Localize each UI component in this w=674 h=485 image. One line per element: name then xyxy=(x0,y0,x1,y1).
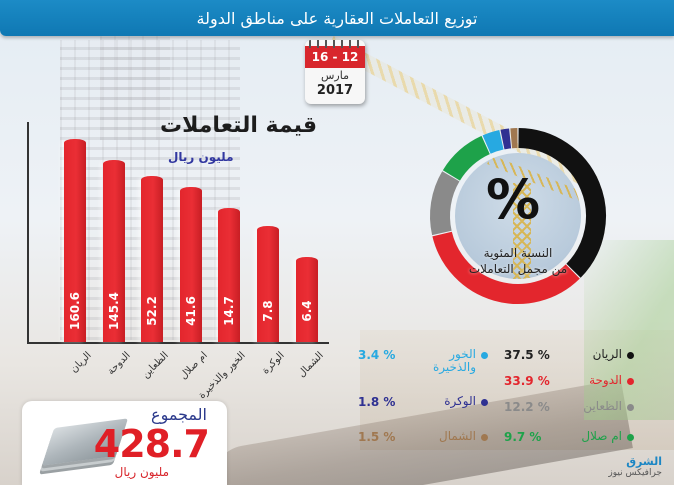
legend-name: الشمال xyxy=(438,429,476,443)
legend-name: الدوحة xyxy=(589,373,622,387)
bar-chart-title: قيمة التعاملات xyxy=(160,113,318,138)
brand-name: الشرق xyxy=(626,455,662,468)
legend-name: الخور والذخيرة xyxy=(432,347,476,374)
legend-item: ام صلال 9.7 % xyxy=(504,430,634,444)
bar-category-label: ام صلال xyxy=(178,350,210,382)
donut-center-image xyxy=(455,153,581,279)
legend-dot-icon xyxy=(627,404,634,411)
bar-category-label: الظعاين xyxy=(140,350,171,381)
legend-value: 1.8 % xyxy=(358,395,396,409)
bar-category-label: الشمال xyxy=(296,350,326,380)
bar: 52.2 xyxy=(141,176,163,342)
bar: 160.6 xyxy=(64,139,86,342)
legend-name: ام صلال xyxy=(581,429,622,443)
bar: 7.8 xyxy=(257,226,279,342)
legend-dot-icon xyxy=(481,399,488,406)
bar-category-label: الخور والذخيرة xyxy=(196,350,248,402)
legend-value: 1.5 % xyxy=(358,430,396,444)
bar-category-label: الريان xyxy=(68,350,94,376)
legend-value: 3.4 % xyxy=(358,348,396,362)
calendar-rings-icon xyxy=(309,40,361,48)
bar-value-label: 6.4 xyxy=(300,300,314,322)
legend-item: الظعاين 12.2 % xyxy=(504,400,634,414)
bar-category-label: الدوحة xyxy=(105,350,133,378)
legend-item: الوكرة 1.8 % xyxy=(358,395,488,409)
bar-category-label: الوكرة xyxy=(260,350,287,377)
legend-item: الريان 37.5 % xyxy=(504,348,634,362)
legend-value: 12.2 % xyxy=(504,400,550,414)
brand-subtitle: جرافيكس نيوز xyxy=(608,468,662,478)
total-card: المجموع 428.7 مليون ريال xyxy=(22,401,227,485)
bar-value-label: 14.7 xyxy=(222,296,236,326)
donut-chart xyxy=(430,128,606,304)
donut-segment xyxy=(442,135,491,181)
legend-dot-icon xyxy=(627,378,634,385)
bar: 6.4 xyxy=(296,257,318,342)
calendar-month: مارس xyxy=(321,69,349,82)
legend-item: الدوحة 33.9 % xyxy=(504,374,634,388)
total-unit: مليون ريال xyxy=(114,465,169,479)
calendar-badge: 16 - 12 مارس 2017 xyxy=(305,40,365,104)
bar-value-label: 41.6 xyxy=(184,296,198,326)
crane-mast-icon xyxy=(513,183,531,279)
donut-segment xyxy=(518,128,606,278)
legend-item: الشمال 1.5 % xyxy=(358,430,488,444)
bar: 145.4 xyxy=(103,160,125,342)
bar-chart-unit: مليون ريال xyxy=(168,150,234,164)
brand-logo: الشرق جرافيكس نيوز xyxy=(608,455,662,479)
bar-value-label: 52.2 xyxy=(145,296,159,326)
donut-caption: النسبة المئوية من مجمل التعاملات xyxy=(462,245,574,277)
calendar-year: 2017 xyxy=(316,83,354,98)
bar: 41.6 xyxy=(180,187,202,342)
donut-segment xyxy=(500,128,512,150)
background-foliage xyxy=(584,240,674,420)
legend-dot-icon xyxy=(481,434,488,441)
legend-name: الوكرة xyxy=(444,394,476,408)
legend-value: 33.9 % xyxy=(504,374,550,388)
x-axis xyxy=(27,342,329,344)
donut-segment xyxy=(432,231,580,304)
total-value: 428.7 xyxy=(93,422,210,466)
total-label: المجموع xyxy=(151,405,207,424)
legend-name: الظعاين xyxy=(583,399,622,413)
bar-value-label: 160.6 xyxy=(68,292,82,330)
header-banner: توزيع التعاملات العقارية على مناطق الدول… xyxy=(0,0,674,36)
donut-caption-line2: من مجمل التعاملات xyxy=(468,262,568,276)
calendar-days: 16 - 12 xyxy=(305,46,365,68)
donut-segment xyxy=(430,171,460,236)
y-axis xyxy=(27,122,29,344)
legend-item: الخور والذخيرة 3.4 % xyxy=(358,348,488,374)
donut-segment xyxy=(482,130,504,154)
legend-dot-icon xyxy=(627,352,634,359)
page-title: توزيع التعاملات العقارية على مناطق الدول… xyxy=(196,8,478,28)
bar-value-label: 7.8 xyxy=(261,300,275,322)
legend-dot-icon xyxy=(481,352,488,359)
background-building-top xyxy=(100,20,170,140)
bar: 14.7 xyxy=(218,208,240,342)
legend-value: 9.7 % xyxy=(504,430,542,444)
legend-name: الريان xyxy=(592,347,622,361)
bar-value-label: 145.4 xyxy=(107,292,121,330)
legend-dot-icon xyxy=(627,434,634,441)
legend-value: 37.5 % xyxy=(504,348,550,362)
donut-caption-line1: النسبة المئوية xyxy=(483,246,553,260)
percent-symbol: % xyxy=(486,168,541,231)
